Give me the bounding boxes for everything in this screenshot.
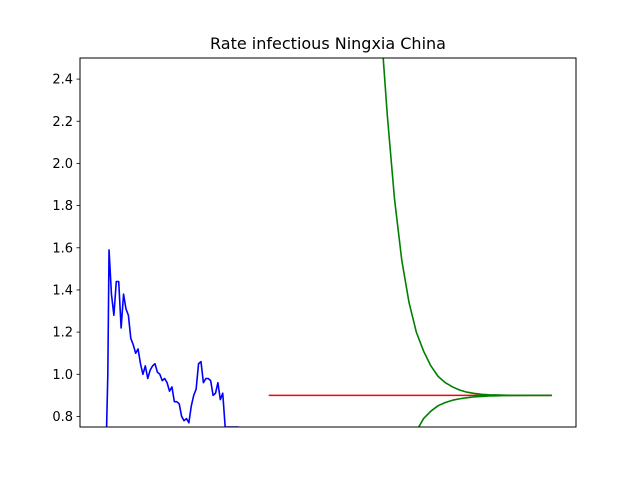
series-line-0 — [105, 249, 239, 427]
y-tick-label: 1.8 — [52, 199, 73, 214]
chart-title: Rate infectious Ningxia China — [210, 34, 446, 53]
y-tick-label: 1.6 — [52, 241, 73, 256]
y-tick-label: 2.0 — [52, 157, 73, 172]
y-tick-label: 2.4 — [52, 73, 73, 88]
y-axis: 0.8 1.0 1.2 1.4 1.6 1.8 2.0 2.2 2.4 — [52, 73, 80, 425]
y-tick-label: 1.4 — [52, 283, 73, 298]
y-tick-label: 0.8 — [52, 410, 73, 425]
series-line-3 — [418, 394, 552, 427]
series-layer — [105, 58, 552, 427]
y-tick-label: 1.0 — [52, 368, 73, 383]
plot-frame — [79, 57, 577, 428]
y-tick-label: 2.2 — [52, 115, 73, 130]
y-tick-label: 1.2 — [52, 326, 73, 341]
